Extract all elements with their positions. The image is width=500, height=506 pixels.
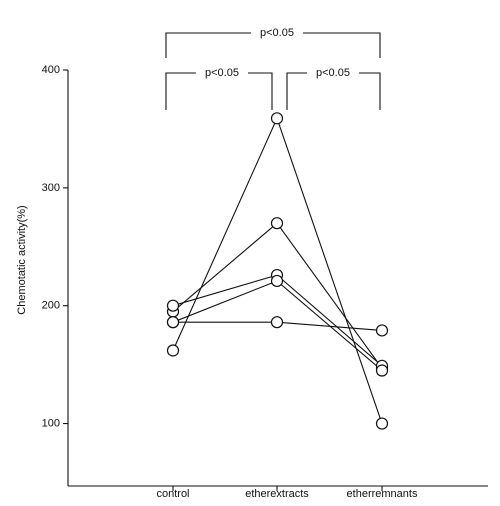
data-point xyxy=(375,417,389,430)
data-point xyxy=(270,112,284,125)
bracket xyxy=(165,32,381,58)
data-point xyxy=(166,344,180,357)
y-tick-label: 400 xyxy=(42,64,60,76)
data-point xyxy=(375,324,389,337)
data-point xyxy=(166,299,180,312)
bracket xyxy=(286,72,381,110)
y-axis-label: Chemotatic activity(%) xyxy=(16,205,28,314)
data-point xyxy=(270,217,284,230)
x-tick-label: etherextracts xyxy=(245,488,309,500)
annotation: p<0.05 xyxy=(205,67,239,79)
data-point xyxy=(166,316,180,329)
series-line xyxy=(172,222,383,369)
data-point xyxy=(375,364,389,377)
annotation: p<0.05 xyxy=(260,27,294,39)
x-tick-label: etherremnants xyxy=(347,488,418,500)
data-point xyxy=(270,316,284,329)
x-tick-label: control xyxy=(156,488,189,500)
y-tick-label: 300 xyxy=(42,182,60,194)
y-tick-label: 100 xyxy=(42,417,60,429)
annotation: p<0.05 xyxy=(316,67,350,79)
y-tick-label: 200 xyxy=(42,300,60,312)
data-point xyxy=(270,274,284,288)
bracket xyxy=(165,72,273,110)
